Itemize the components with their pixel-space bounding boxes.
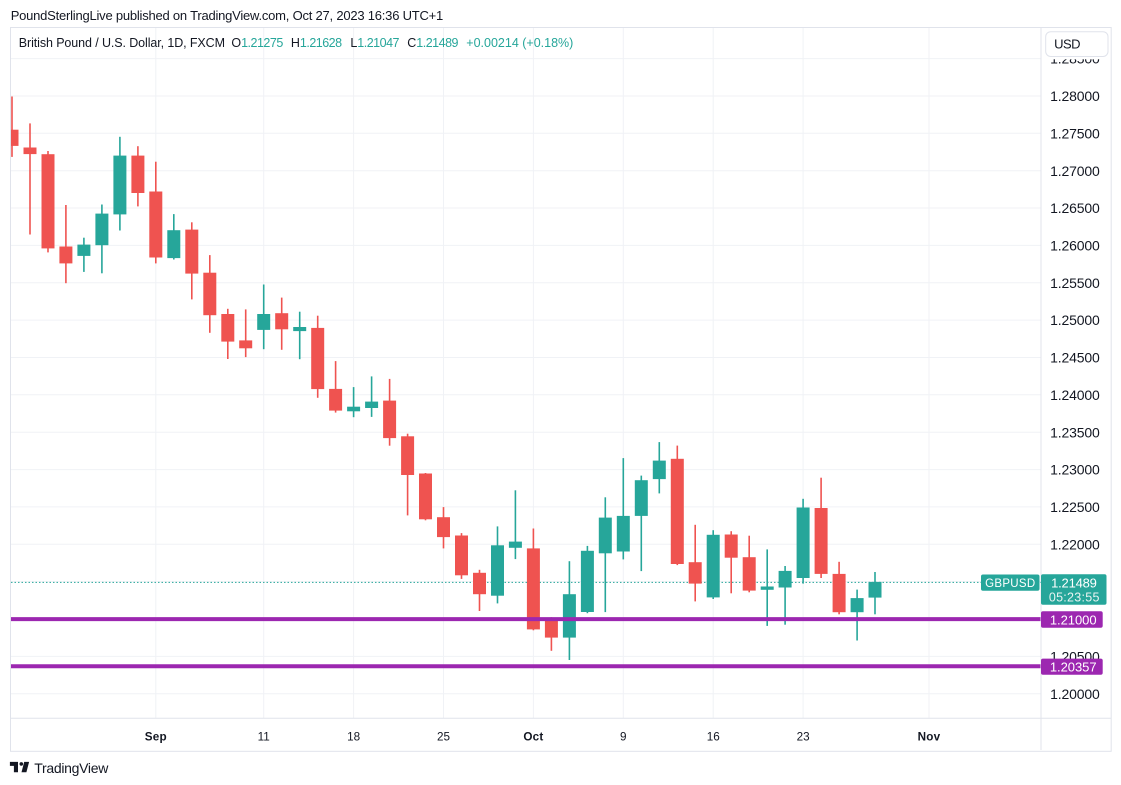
svg-text:Sep: Sep	[145, 730, 167, 743]
svg-text:Nov: Nov	[918, 730, 941, 743]
svg-text:1.28000: 1.28000	[1050, 88, 1100, 104]
svg-text:British Pound / U.S. Dollar, 1: British Pound / U.S. Dollar, 1D, FXCM O1.…	[19, 36, 574, 50]
svg-text:1.22500: 1.22500	[1050, 499, 1100, 515]
svg-text:25: 25	[437, 730, 451, 743]
svg-text:11: 11	[258, 730, 270, 743]
svg-text:1.23500: 1.23500	[1050, 424, 1100, 440]
svg-text:1.22000: 1.22000	[1050, 536, 1100, 552]
svg-text:18: 18	[347, 730, 360, 743]
svg-text:1.24000: 1.24000	[1050, 387, 1100, 403]
svg-text:1.24500: 1.24500	[1050, 350, 1100, 366]
svg-text:23: 23	[797, 730, 810, 743]
svg-text:9: 9	[620, 730, 627, 743]
svg-text:PoundSterlingLive published on: PoundSterlingLive published on TradingVi…	[11, 8, 443, 23]
svg-text:1.21489: 1.21489	[1051, 575, 1097, 590]
svg-text:1.26000: 1.26000	[1050, 238, 1100, 254]
svg-text:1.23000: 1.23000	[1050, 462, 1100, 478]
svg-text:GBPUSD: GBPUSD	[985, 578, 1035, 590]
svg-text:1.20357: 1.20357	[1050, 660, 1097, 675]
svg-text:USD: USD	[1054, 37, 1080, 52]
svg-text:05:23:55: 05:23:55	[1049, 590, 1100, 604]
svg-text:1.25500: 1.25500	[1050, 275, 1100, 291]
svg-text:Oct: Oct	[523, 730, 543, 743]
svg-text:1.27500: 1.27500	[1050, 125, 1100, 141]
svg-text:1.27000: 1.27000	[1050, 163, 1100, 179]
svg-text:1.21000: 1.21000	[1050, 612, 1097, 627]
svg-text:1.25000: 1.25000	[1050, 312, 1100, 328]
svg-text:1.20000: 1.20000	[1050, 686, 1100, 702]
svg-text:1.26500: 1.26500	[1050, 200, 1100, 216]
svg-text:TradingView: TradingView	[34, 760, 109, 776]
svg-text:16: 16	[707, 730, 720, 743]
